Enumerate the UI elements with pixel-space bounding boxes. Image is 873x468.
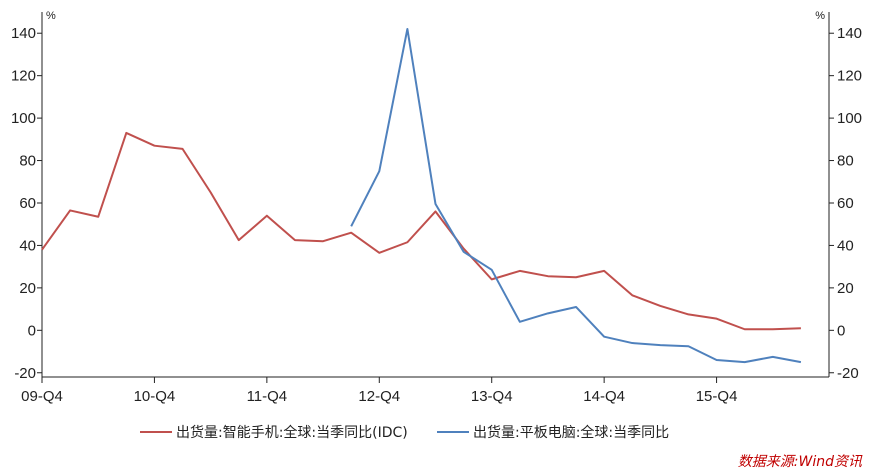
left-tick-label: -20	[14, 365, 36, 382]
right-tick-label: 140	[837, 25, 862, 42]
left-tick-label: 40	[19, 237, 36, 254]
x-tick-label: 09-Q4	[21, 388, 63, 405]
series-line-1	[41, 131, 801, 331]
right-tick-label: -20	[837, 365, 859, 382]
right-tick-label: 100	[837, 110, 862, 127]
right-tick-label: 120	[837, 68, 862, 85]
left-tick-label: 80	[19, 153, 36, 170]
x-tick-label: 14-Q4	[583, 388, 625, 405]
left-tick-label: 0	[28, 322, 36, 339]
right-tick-label: 0	[837, 322, 845, 339]
source-note: 数据来源:Wind资讯	[738, 454, 863, 468]
right-tick-label: 40	[837, 237, 854, 254]
left-axis-unit: %	[46, 10, 56, 22]
right-axis-unit: %	[815, 10, 825, 22]
left-tick-label: 140	[11, 25, 36, 42]
left-tick-label: 120	[11, 68, 36, 85]
left-tick-label: 100	[11, 110, 36, 127]
series-layer	[41, 27, 802, 364]
x-tick-label: 15-Q4	[696, 388, 738, 405]
x-tick-label: 12-Q4	[358, 388, 400, 405]
legend-label-2: 出货量:平板电脑:全球:当季同比	[473, 424, 669, 441]
left-tick-label: 60	[19, 195, 36, 212]
x-tick-label: 11-Q4	[247, 388, 288, 405]
legend: 出货量:智能手机:全球:当季同比(IDC) 出货量:平板电脑:全球:当季同比	[140, 424, 669, 441]
right-tick-label: 20	[837, 280, 854, 297]
right-tick-label: 60	[837, 195, 854, 212]
series-line-2	[350, 27, 802, 364]
x-tick-label: 10-Q4	[134, 388, 176, 405]
x-tick-label: 13-Q4	[471, 388, 513, 405]
left-tick-label: 20	[19, 280, 36, 297]
legend-label-1: 出货量:智能手机:全球:当季同比(IDC)	[176, 424, 408, 441]
axes: % % -20 0 20 40 60 80 100 120 140 -20 0 20 40 60 80 100 12…	[11, 10, 862, 405]
right-tick-label: 80	[837, 153, 854, 170]
